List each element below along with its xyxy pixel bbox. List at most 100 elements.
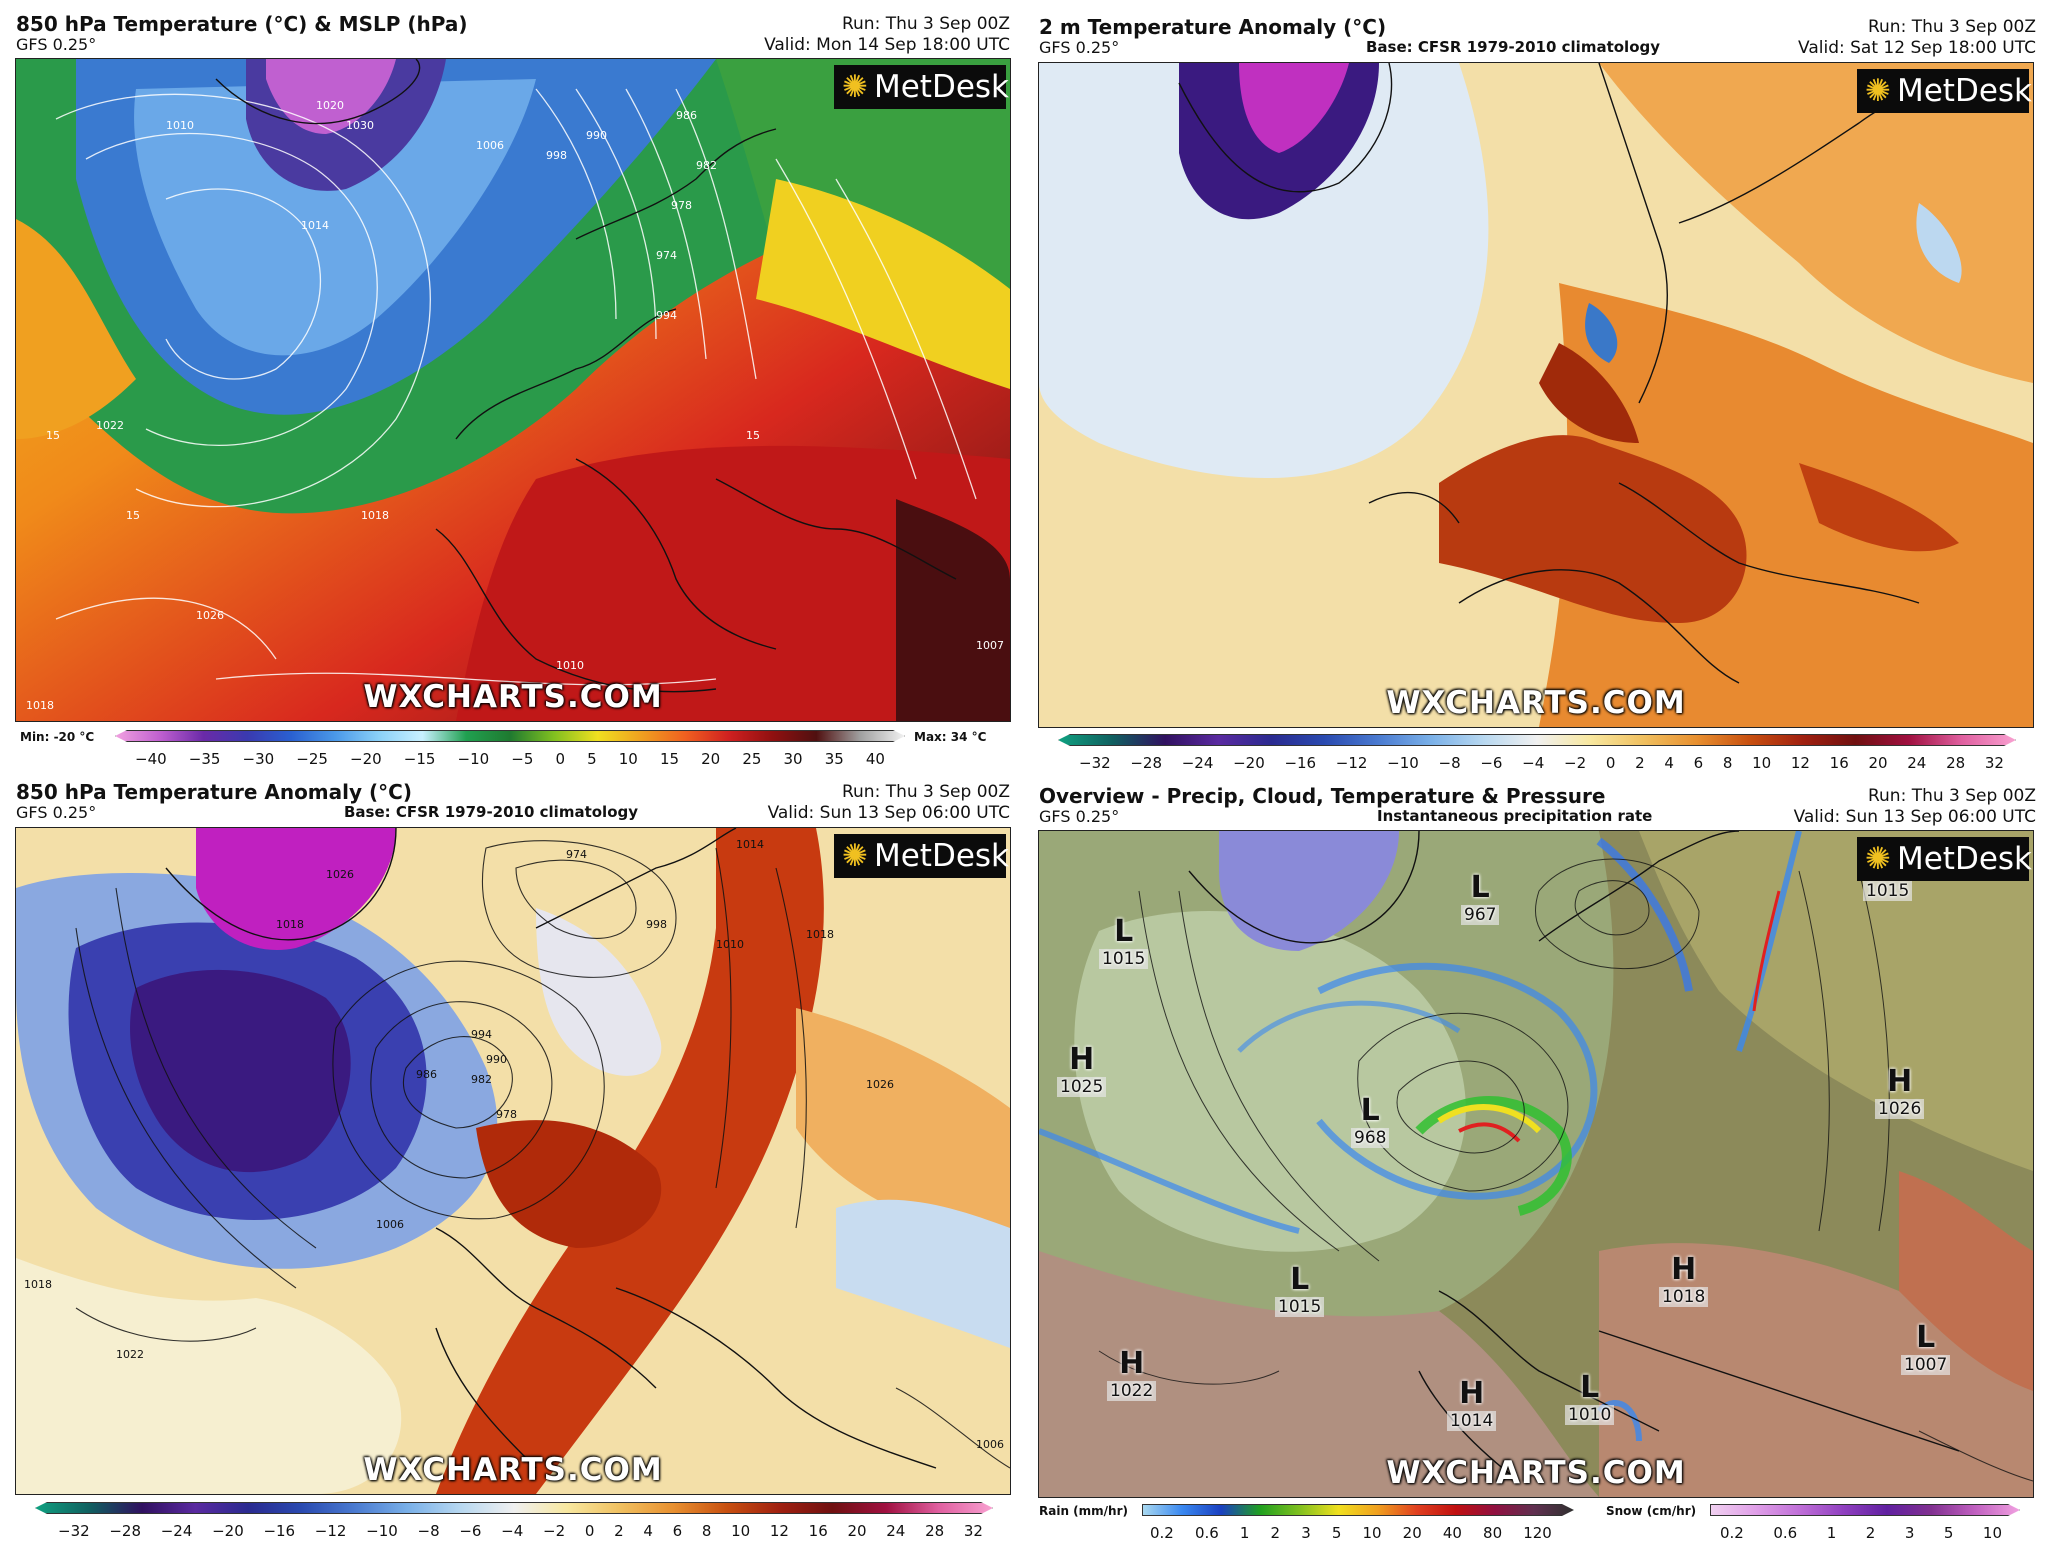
logo-text: MetDesk bbox=[873, 838, 1010, 874]
tick: −6 bbox=[459, 1522, 482, 1540]
max-label: Max: 34 °C bbox=[914, 730, 987, 744]
tick: −35 bbox=[188, 750, 221, 768]
system-pressure: 1025 bbox=[1057, 1077, 1107, 1097]
panel-title: 850 hPa Temperature (°C) & MSLP (hPa) bbox=[16, 12, 468, 36]
tick: 10 bbox=[1982, 1524, 2002, 1542]
tick: 15 bbox=[659, 750, 680, 768]
tick: 4 bbox=[643, 1522, 653, 1540]
run-label: Run: Thu 3 Sep 00Z bbox=[841, 14, 1010, 34]
tick: 0.2 bbox=[1720, 1524, 1744, 1542]
pressure-high: H 1018 bbox=[1659, 1255, 1709, 1307]
tick: 0 bbox=[555, 750, 566, 768]
model-label: GFS 0.25° bbox=[1039, 807, 1120, 826]
pressure-high: H 1025 bbox=[1057, 1045, 1107, 1097]
watermark: WXCHARTS.COM bbox=[363, 679, 663, 715]
contour-label: 1026 bbox=[196, 609, 224, 622]
tick: 2 bbox=[1635, 754, 1645, 772]
tick: −40 bbox=[135, 750, 167, 768]
tick: −16 bbox=[1284, 754, 1317, 772]
system-pressure: 1015 bbox=[1099, 949, 1149, 969]
tick: −32 bbox=[1079, 754, 1111, 772]
panel-title: Overview - Precip, Cloud, Temperature & … bbox=[1039, 784, 1606, 808]
contour-label: 15 bbox=[746, 429, 760, 442]
tick: −4 bbox=[1522, 754, 1545, 772]
tick: −10 bbox=[1387, 754, 1419, 772]
pressure-low: L 1010 bbox=[1565, 1373, 1615, 1425]
tick: −30 bbox=[242, 750, 275, 768]
tick: 2 bbox=[614, 1522, 624, 1540]
contour-label: 1018 bbox=[361, 509, 389, 522]
contour-label: 974 bbox=[566, 848, 587, 861]
tick: 28 bbox=[1946, 754, 1966, 772]
tick: 10 bbox=[1362, 1524, 1382, 1542]
tick: −4 bbox=[501, 1522, 524, 1540]
contour-label: 1014 bbox=[301, 219, 329, 232]
system-type: L bbox=[1470, 870, 1490, 905]
contour-label: 1018 bbox=[276, 918, 304, 931]
logo-icon: ✺ bbox=[842, 838, 868, 874]
tick: 10 bbox=[731, 1522, 751, 1540]
system-pressure: 1026 bbox=[1875, 1099, 1925, 1119]
colorbar-rain bbox=[1142, 1504, 1574, 1516]
system-pressure: 968 bbox=[1351, 1128, 1390, 1148]
tick: −2 bbox=[543, 1522, 566, 1540]
tick: −24 bbox=[1181, 754, 1214, 772]
pressure-low: L 968 bbox=[1351, 1096, 1390, 1148]
tick: −8 bbox=[417, 1522, 440, 1540]
tick: 5 bbox=[587, 750, 597, 768]
contour-label: 1026 bbox=[866, 1078, 894, 1091]
colorbar-snow bbox=[1710, 1504, 2020, 1516]
base-label: Instantaneous precipitation rate bbox=[1377, 807, 1653, 825]
panel-850-temp-mslp: 850 hPa Temperature (°C) & MSLP (hPa) GF… bbox=[0, 0, 1024, 780]
contour-label: 1006 bbox=[376, 1218, 404, 1231]
tick: −28 bbox=[109, 1522, 142, 1540]
system-pressure: 1014 bbox=[1447, 1411, 1497, 1431]
contour-label: 1007 bbox=[976, 639, 1004, 652]
contour-label: 1026 bbox=[326, 868, 354, 881]
tick: 1 bbox=[1826, 1524, 1837, 1542]
min-label: Min: -20 °C bbox=[20, 730, 95, 744]
system-pressure: 1018 bbox=[1659, 1287, 1709, 1307]
pressure-high: H 1022 bbox=[1107, 1349, 1157, 1401]
contour-label: 1022 bbox=[116, 1348, 144, 1361]
contour-label: 998 bbox=[546, 149, 567, 162]
tick: −16 bbox=[263, 1522, 296, 1540]
tick: 0 bbox=[1605, 754, 1616, 772]
contour-label: 1010 bbox=[556, 659, 584, 672]
tick: −8 bbox=[1438, 754, 1461, 772]
panel-850-temp-anomaly: 850 hPa Temperature Anomaly (°C) GFS 0.2… bbox=[0, 780, 1024, 1561]
tick: 2 bbox=[1865, 1524, 1876, 1542]
pressure-high: H 1026 bbox=[1875, 1067, 1925, 1119]
snow-legend-label: Snow (cm/hr) bbox=[1606, 1504, 1697, 1518]
contour-label: 15 bbox=[126, 509, 140, 522]
colorbar-ticks: −32 −28 −24 −20 −16 −12 −10 −8 −6 −4 −2 0 2 4 6 8 10 12 16… bbox=[58, 1522, 983, 1540]
pressure-low: L 1015 bbox=[1275, 1265, 1325, 1317]
tick: −10 bbox=[366, 1522, 398, 1540]
tick: 20 bbox=[1402, 1524, 1422, 1542]
panel-title: 2 m Temperature Anomaly (°C) bbox=[1039, 15, 1387, 39]
logo-text: MetDesk bbox=[873, 69, 1010, 105]
tick: 12 bbox=[1790, 754, 1810, 772]
contour-label: 1018 bbox=[24, 1278, 52, 1291]
tick: 10 bbox=[1752, 754, 1772, 772]
tick: 16 bbox=[808, 1522, 828, 1540]
panel-overview: Overview - Precip, Cloud, Temperature & … bbox=[1024, 780, 2048, 1561]
tick: −32 bbox=[58, 1522, 90, 1540]
contour-label: 982 bbox=[471, 1073, 492, 1086]
pressure-low: L 1007 bbox=[1901, 1323, 1951, 1375]
contour-label: 1030 bbox=[346, 119, 374, 132]
tick: 0.6 bbox=[1773, 1524, 1798, 1542]
contour-label: 1020 bbox=[316, 99, 344, 112]
contour-label: 1014 bbox=[736, 838, 764, 851]
tick: −12 bbox=[1335, 754, 1368, 772]
base-label: Base: CFSR 1979-2010 climatology bbox=[1366, 38, 1661, 56]
contour-label: 1022 bbox=[96, 419, 124, 432]
tick: −15 bbox=[403, 750, 436, 768]
tick: 8 bbox=[701, 1522, 712, 1540]
contour-label: 990 bbox=[486, 1053, 507, 1066]
model-label: GFS 0.25° bbox=[16, 35, 97, 54]
panel-title: 850 hPa Temperature Anomaly (°C) bbox=[16, 780, 412, 804]
tick: 3 bbox=[1301, 1524, 1311, 1542]
tick: 0 bbox=[584, 1522, 595, 1540]
tick: −5 bbox=[511, 750, 534, 768]
